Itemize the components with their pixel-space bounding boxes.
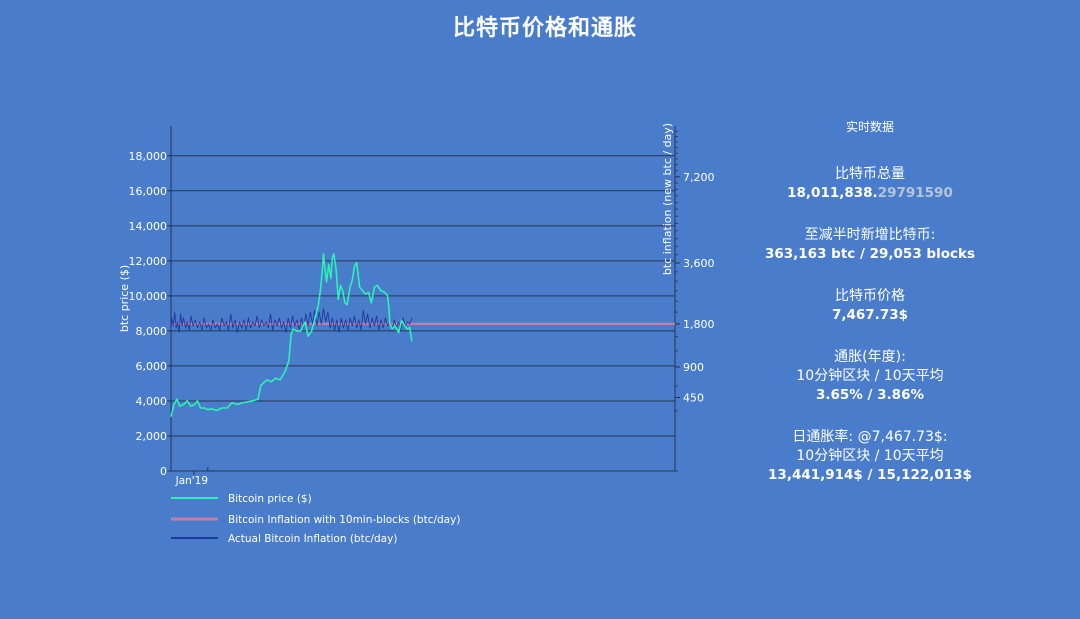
legend-actual-inflation-label: Actual Bitcoin Inflation (btc/day): [228, 533, 397, 545]
daily-inflation-block: 日通胀率: @7,467.73$: 10分钟区块 / 10天平均 13,441,…: [745, 428, 995, 485]
y-tick-label: 10,000: [129, 290, 168, 303]
total-supply-label: 比特币总量: [835, 166, 905, 182]
y-tick-label: 8,000: [136, 325, 168, 338]
y2-tick-label: 1,800: [683, 318, 715, 331]
y-tick-label: 0: [160, 465, 167, 478]
x-tick-label: Jan'19: [175, 475, 208, 487]
daily-inflation-value: 13,441,914$ / 15,122,013$: [768, 467, 972, 483]
y-tick-label: 18,000: [129, 150, 168, 163]
inflation-label: 通胀(年度):: [834, 349, 906, 365]
total-supply-block: 比特币总量 18,011,838.29791590: [745, 165, 995, 203]
y-tick-label: 12,000: [129, 255, 168, 268]
halving-block: 至减半时新增比特币: 363,163 btc / 29,053 blocks: [745, 226, 995, 264]
price-value: 7,467.73$: [831, 307, 908, 323]
live-stats-panel: 实时数据 比特币总量 18,011,838.29791590 至减半时新增比特币…: [745, 118, 995, 508]
total-supply-main: 18,011,838.: [787, 185, 878, 201]
y-tick-label: 6,000: [136, 360, 168, 373]
inflation-value: 3.65% / 3.86%: [816, 387, 924, 403]
y-tick-label: 2,000: [136, 430, 168, 443]
y2-axis-title: btc inflation (new btc / day): [661, 123, 674, 275]
halving-value: 363,163 btc / 29,053 blocks: [764, 246, 975, 262]
y-tick-label: 14,000: [129, 220, 168, 233]
stats-header: 实时数据: [845, 120, 894, 134]
price-label: 比特币价格: [835, 288, 905, 304]
y-tick-label: 4,000: [136, 395, 168, 408]
daily-inflation-label: 日通胀率: @7,467.73$:: [792, 429, 948, 445]
y-tick-label: 16,000: [129, 185, 168, 198]
halving-label: 至减半时新增比特币:: [804, 227, 936, 243]
total-supply-value: 18,011,838.29791590: [745, 184, 995, 203]
price-series-line: [170, 253, 413, 417]
legend-price-label: Bitcoin price ($): [228, 493, 312, 505]
inflation-block: 通胀(年度): 10分钟区块 / 10天平均 3.65% / 3.86%: [745, 348, 995, 405]
page-title: 比特币价格和通胀: [452, 15, 637, 41]
y2-tick-label: 3,600: [683, 257, 715, 270]
y-axis-title: btc price ($): [118, 265, 131, 332]
daily-inflation-sublabel: 10分钟区块 / 10天平均: [796, 448, 944, 464]
y2-tick-label: 900: [683, 361, 704, 374]
price-block: 比特币价格 7,467.73$: [745, 287, 995, 325]
y2-tick-label: 7,200: [683, 171, 715, 184]
actual-inflation-series-line: [170, 307, 413, 333]
inflation-sublabel: 10分钟区块 / 10天平均: [796, 368, 944, 384]
legend-inflation-10min-label: Bitcoin Inflation with 10min-blocks (btc…: [228, 514, 460, 526]
total-supply-fraction: 29791590: [877, 185, 953, 201]
y2-tick-label: 450: [683, 391, 704, 404]
